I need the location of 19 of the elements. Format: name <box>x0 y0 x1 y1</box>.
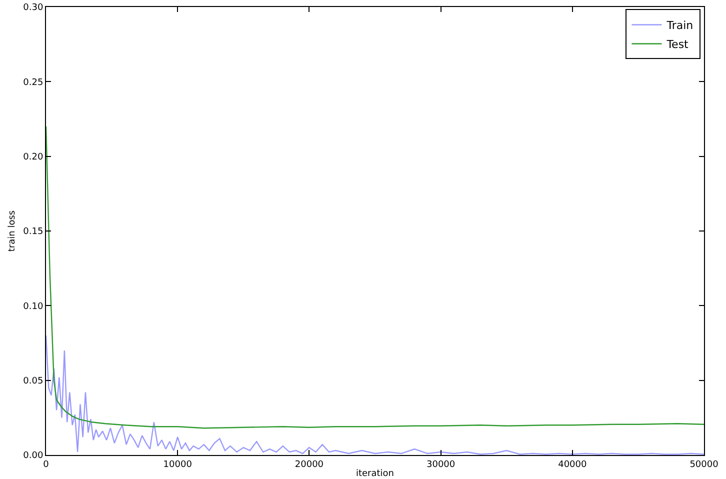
x-tick-label: 30000 <box>426 460 456 470</box>
x-tick-label: 10000 <box>163 460 192 470</box>
y-tick-label: 0.30 <box>23 3 44 14</box>
y-tick-label: 0.20 <box>23 152 44 162</box>
x-axis-title: iteration <box>356 469 394 479</box>
x-tick-label: 20000 <box>294 460 324 470</box>
x-tick-label: 0 <box>43 460 50 470</box>
line-series <box>46 126 704 429</box>
y-tick-label: 0.25 <box>23 78 44 88</box>
legend-label: Train <box>666 19 694 32</box>
x-tick-label: 50000 <box>690 460 719 470</box>
line-series <box>46 334 704 455</box>
y-tick-label: 0.15 <box>23 227 44 238</box>
y-axis-title: train loss <box>8 210 18 252</box>
y-tick-label: 0.05 <box>23 376 44 386</box>
y-tick-label: 0.00 <box>23 451 44 462</box>
y-tick-label: 0.10 <box>23 302 44 312</box>
legend-label: Test <box>666 38 690 52</box>
x-tick-label: 40000 <box>558 460 587 470</box>
